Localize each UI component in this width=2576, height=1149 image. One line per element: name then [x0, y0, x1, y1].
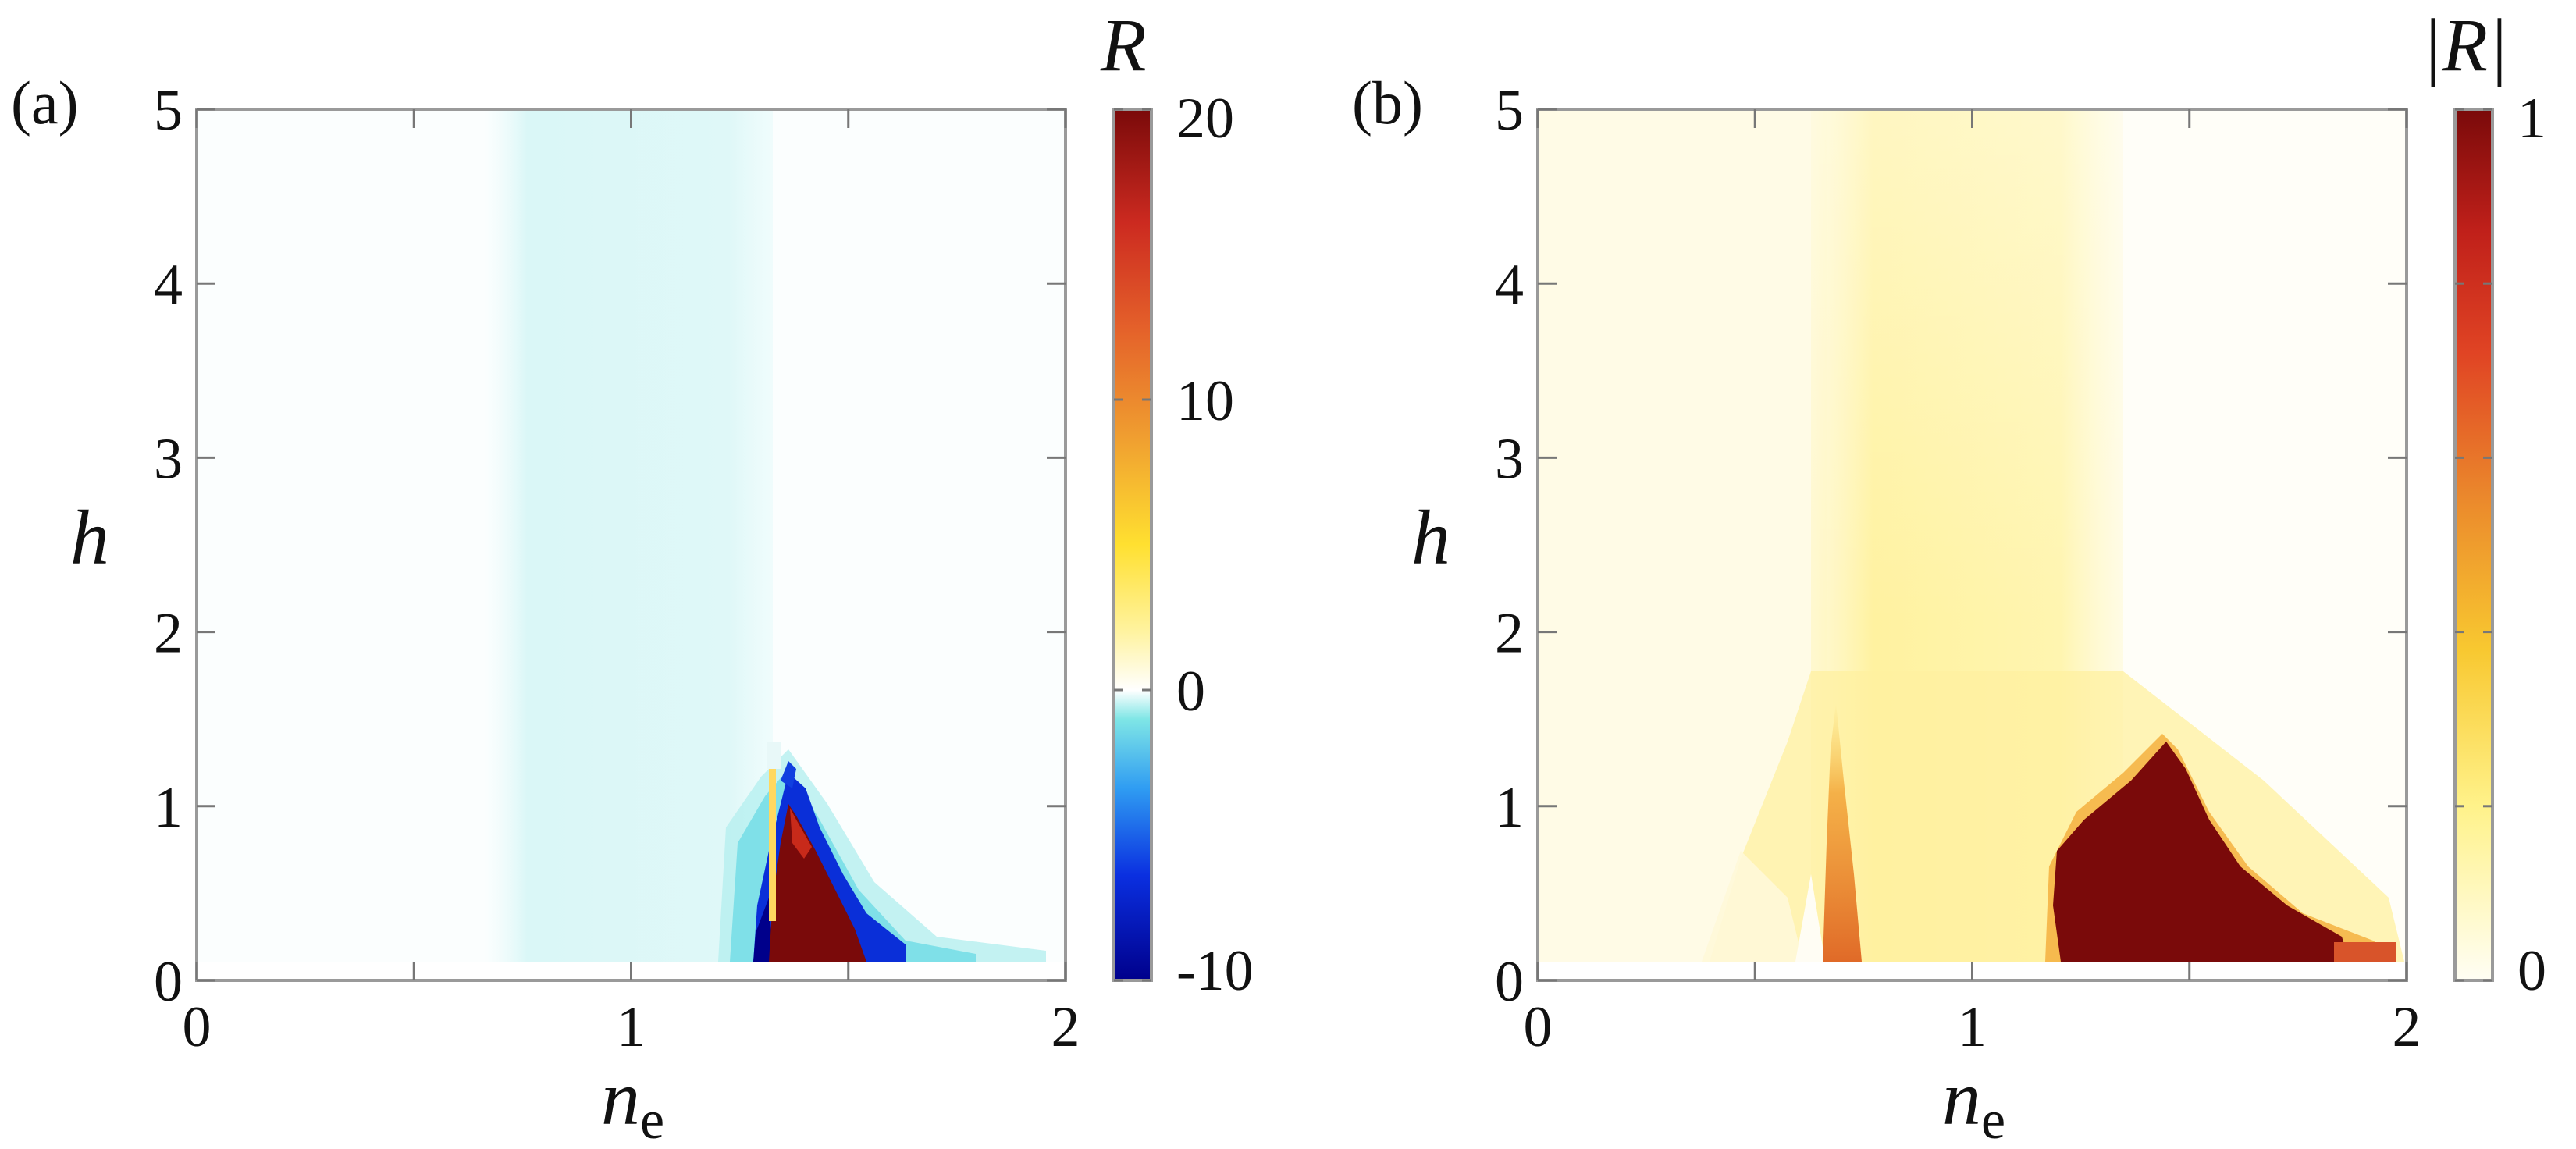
- xlabel-b: ne: [1942, 1055, 2005, 1149]
- ylabel-b: h: [1411, 494, 1450, 581]
- negative-rim-dark-a: [753, 898, 773, 962]
- x-tick-label-a: 1: [617, 995, 646, 1059]
- positive-lobe-edge-a: [790, 808, 812, 859]
- red-tail-b: [2334, 942, 2396, 962]
- y-tick-label-b: 4: [1495, 253, 1524, 317]
- x-tick-label-b: 0: [1524, 995, 1553, 1059]
- y-tick-label-b: 5: [1495, 79, 1524, 143]
- x-tick-label-b: 1: [1958, 995, 1987, 1059]
- white-tip-a: [767, 742, 781, 769]
- x-tick-label-a: 2: [1051, 995, 1080, 1059]
- tick-labels-b: 0 1 2 0 1 2 3 4 5: [1495, 79, 2421, 1059]
- heatmap-a: [197, 109, 1066, 980]
- colorbar-a-ticks: 20 10 0 -10: [1114, 87, 1254, 1003]
- panel-label-b: (b): [1352, 69, 1423, 137]
- tick-labels-a: 0 1 2 0 1 2 3 4 5: [154, 79, 1080, 1059]
- ticks-b: [1536, 108, 2408, 982]
- yellow-streak-a: [769, 765, 776, 921]
- negative-rim-tip-a: [781, 761, 796, 788]
- colorbar-tick-label-b: 1: [2517, 87, 2546, 151]
- colorbar-a-fill: [1114, 109, 1151, 980]
- y-tick-label-a: 1: [154, 776, 183, 840]
- xlabel-a-sub: e: [640, 1090, 664, 1149]
- colorbar-a-title: R: [1100, 3, 1147, 87]
- colorbar-tick-label-a: -10: [1176, 939, 1254, 1003]
- white-gap-b: [1702, 851, 1803, 962]
- negative-band-a: [484, 109, 773, 962]
- dark-lobe-b: [2053, 742, 2350, 962]
- colorbar-a: R 20 10 0 -10: [1100, 3, 1254, 1003]
- y-tick-label-a: 0: [154, 950, 183, 1014]
- colorbar-tick-label-a: 20: [1176, 87, 1234, 151]
- y-tick-label-a: 2: [154, 602, 183, 666]
- colorbar-b: |R| 10: [2421, 3, 2546, 1003]
- colorbar-b-ticks: 10: [2455, 87, 2546, 1003]
- colorbar-tick-label-a: 10: [1176, 369, 1234, 433]
- colorbar-tick-label-b: 0: [2517, 939, 2546, 1003]
- colorbar-b-frame: [2453, 108, 2494, 982]
- xlabel-b-sub: e: [1981, 1090, 2005, 1149]
- y-tick-label-a: 4: [154, 253, 183, 317]
- colorbar-b-fill: [2455, 109, 2492, 980]
- xlabel-b-main: n: [1942, 1055, 1981, 1141]
- y-tick-label-a: 5: [154, 79, 183, 143]
- y-tick-label-b: 1: [1495, 776, 1524, 840]
- x-tick-label-b: 2: [2393, 995, 2421, 1059]
- ticks-a: [195, 108, 1067, 982]
- colorbar-tick-label-a: 0: [1176, 660, 1205, 724]
- orange-streak-b: [1823, 703, 1862, 962]
- ylabel-a: h: [70, 494, 109, 581]
- y-tick-label-a: 3: [154, 427, 183, 491]
- white-notch-b: [1795, 874, 1825, 962]
- colorbar-a-frame: [1112, 108, 1153, 982]
- panel-label-a: (a): [11, 69, 79, 137]
- xlabel-a-main: n: [601, 1055, 640, 1141]
- heatmap-b: [1538, 109, 2407, 980]
- y-tick-label-b: 2: [1495, 602, 1524, 666]
- y-tick-label-b: 3: [1495, 427, 1524, 491]
- colorbar-b-title: |R|: [2421, 3, 2508, 87]
- x-tick-label-a: 0: [183, 995, 212, 1059]
- y-tick-label-b: 0: [1495, 950, 1524, 1014]
- xlabel-a: ne: [601, 1055, 664, 1149]
